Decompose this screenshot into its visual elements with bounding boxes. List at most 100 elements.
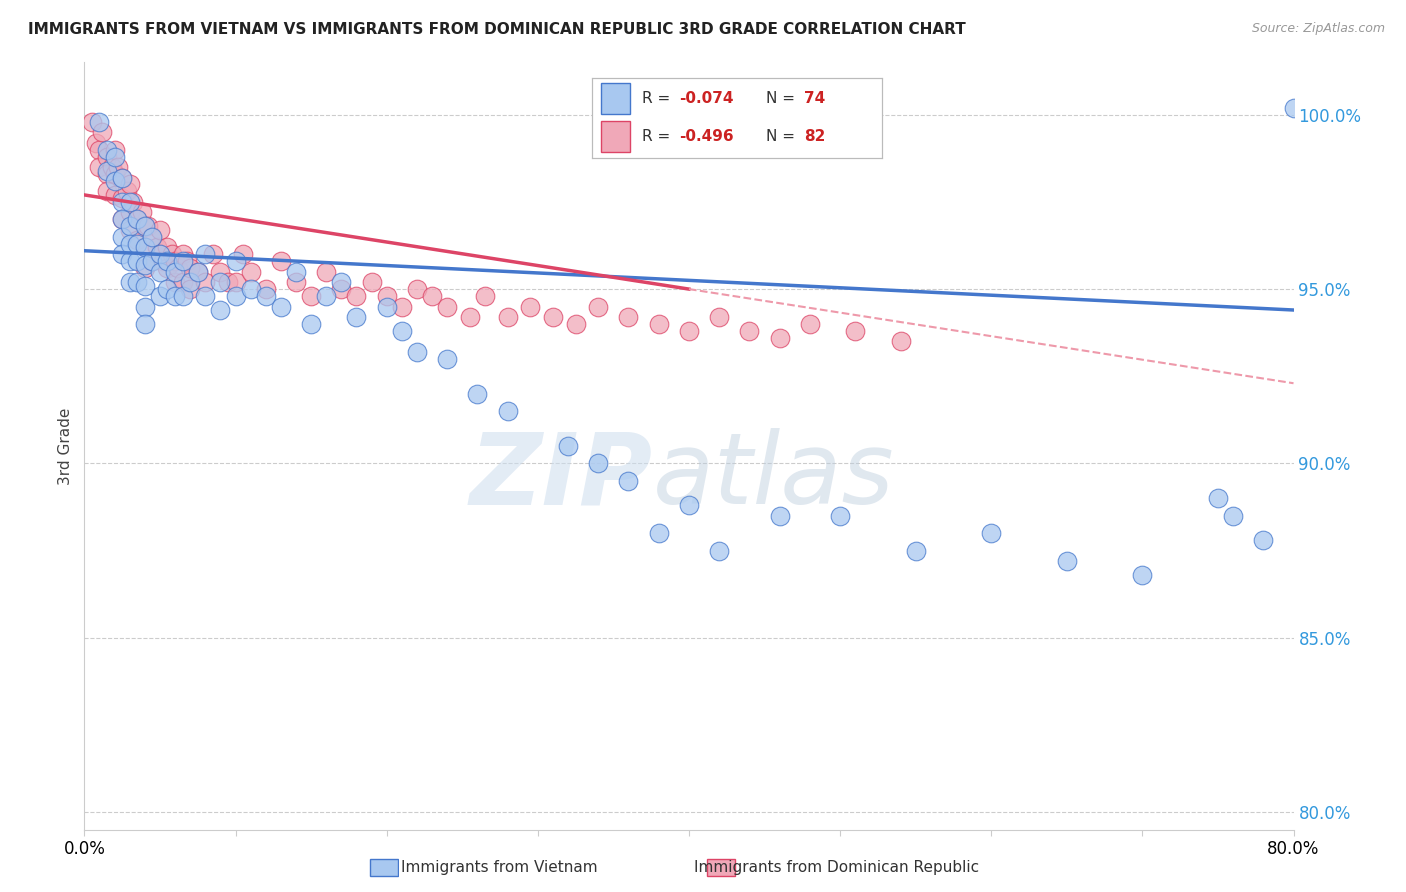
Point	[179, 282, 201, 296]
Point	[299, 289, 322, 303]
Point	[187, 265, 209, 279]
Point	[104, 188, 127, 202]
Text: atlas: atlas	[652, 428, 894, 525]
Point	[270, 254, 292, 268]
Point	[617, 474, 640, 488]
Point	[127, 212, 149, 227]
Point	[239, 282, 262, 296]
Point	[131, 205, 153, 219]
Point	[134, 278, 156, 293]
Point	[709, 543, 731, 558]
Point	[648, 317, 671, 331]
Point	[149, 223, 172, 237]
Point	[165, 275, 187, 289]
Point	[134, 219, 156, 234]
Point	[104, 174, 127, 188]
Point	[80, 114, 103, 128]
Point	[406, 344, 429, 359]
Text: Source: ZipAtlas.com: Source: ZipAtlas.com	[1251, 22, 1385, 36]
Point	[678, 324, 700, 338]
Point	[769, 331, 792, 345]
Point	[127, 275, 149, 289]
Point	[104, 143, 127, 157]
Point	[436, 300, 458, 314]
Point	[209, 275, 232, 289]
Point	[111, 212, 134, 227]
Text: IMMIGRANTS FROM VIETNAM VS IMMIGRANTS FROM DOMINICAN REPUBLIC 3RD GRADE CORRELAT: IMMIGRANTS FROM VIETNAM VS IMMIGRANTS FR…	[28, 22, 966, 37]
Point	[239, 265, 262, 279]
Point	[118, 275, 141, 289]
Point	[118, 236, 141, 251]
Point	[1130, 568, 1153, 582]
Point	[315, 289, 337, 303]
Point	[738, 324, 761, 338]
Point	[127, 254, 149, 268]
Point	[134, 219, 156, 234]
Point	[458, 310, 481, 324]
Point	[201, 247, 224, 261]
Point	[232, 247, 254, 261]
Point	[709, 310, 731, 324]
Point	[285, 275, 308, 289]
Point	[172, 275, 194, 289]
Point	[769, 508, 792, 523]
Point	[134, 300, 156, 314]
Point	[564, 317, 586, 331]
Point	[91, 125, 114, 139]
Point	[1222, 508, 1244, 523]
Point	[118, 194, 141, 209]
Point	[96, 163, 118, 178]
Point	[346, 289, 368, 303]
Point	[118, 219, 141, 234]
Point	[111, 191, 134, 205]
Point	[375, 289, 398, 303]
Point	[225, 275, 247, 289]
Point	[330, 282, 353, 296]
Point	[149, 289, 172, 303]
Point	[1282, 101, 1305, 115]
Point	[209, 303, 232, 318]
Point	[217, 275, 239, 289]
Point	[179, 275, 201, 289]
Point	[96, 185, 118, 199]
Point	[172, 289, 194, 303]
Point	[391, 324, 413, 338]
Point	[172, 247, 194, 261]
Point	[678, 498, 700, 512]
Point	[111, 194, 134, 209]
Point	[187, 265, 209, 279]
Point	[496, 404, 519, 418]
Point	[111, 170, 134, 185]
Point	[156, 282, 179, 296]
Point	[406, 282, 429, 296]
Point	[557, 439, 579, 453]
Point	[225, 289, 247, 303]
Point	[118, 205, 141, 219]
Point	[496, 310, 519, 324]
Point	[980, 526, 1002, 541]
Point	[127, 212, 149, 227]
Point	[89, 143, 111, 157]
Point	[254, 289, 277, 303]
Y-axis label: 3rd Grade: 3rd Grade	[58, 408, 73, 484]
Point	[165, 265, 187, 279]
Point	[136, 219, 159, 234]
Point	[127, 236, 149, 251]
Point	[107, 160, 129, 174]
Point	[176, 254, 198, 268]
Point	[86, 136, 108, 150]
Point	[156, 254, 179, 268]
Point	[127, 233, 149, 247]
Point	[118, 223, 141, 237]
Point	[118, 178, 141, 192]
Point	[89, 114, 111, 128]
Point	[165, 254, 187, 268]
Point	[111, 170, 134, 185]
Point	[134, 240, 156, 254]
Point	[104, 167, 127, 181]
Point	[360, 275, 382, 289]
Point	[617, 310, 640, 324]
Point	[96, 143, 118, 157]
Point	[100, 160, 122, 174]
Point	[588, 457, 610, 471]
